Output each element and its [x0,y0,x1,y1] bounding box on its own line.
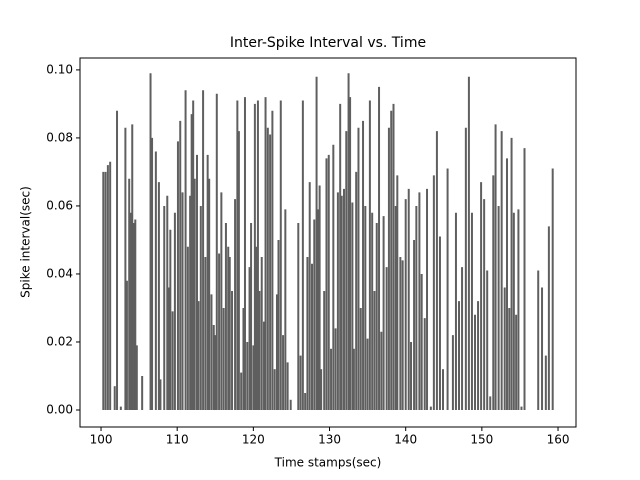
y-axis-label: Spike interval(sec) [19,186,33,298]
y-tick-label: 0.10 [46,62,73,76]
x-tick-label: 130 [318,433,341,447]
x-axis-label: Time stamps(sec) [274,456,382,470]
y-tick-label: 0.00 [46,402,73,416]
x-tick-label: 100 [90,433,113,447]
chart-title: Inter-Spike Interval vs. Time [230,35,426,51]
x-tick-label: 140 [394,433,417,447]
plot-frame [79,57,577,428]
x-tick-label: 120 [242,433,265,447]
y-tick-label: 0.04 [46,266,73,280]
x-tick-label: 150 [470,433,493,447]
x-tick-label: 110 [166,433,189,447]
y-tick-label: 0.06 [46,198,73,212]
y-tick-label: 0.08 [46,130,73,144]
x-tick-label: 160 [547,433,570,447]
y-tick-label: 0.02 [46,334,73,348]
